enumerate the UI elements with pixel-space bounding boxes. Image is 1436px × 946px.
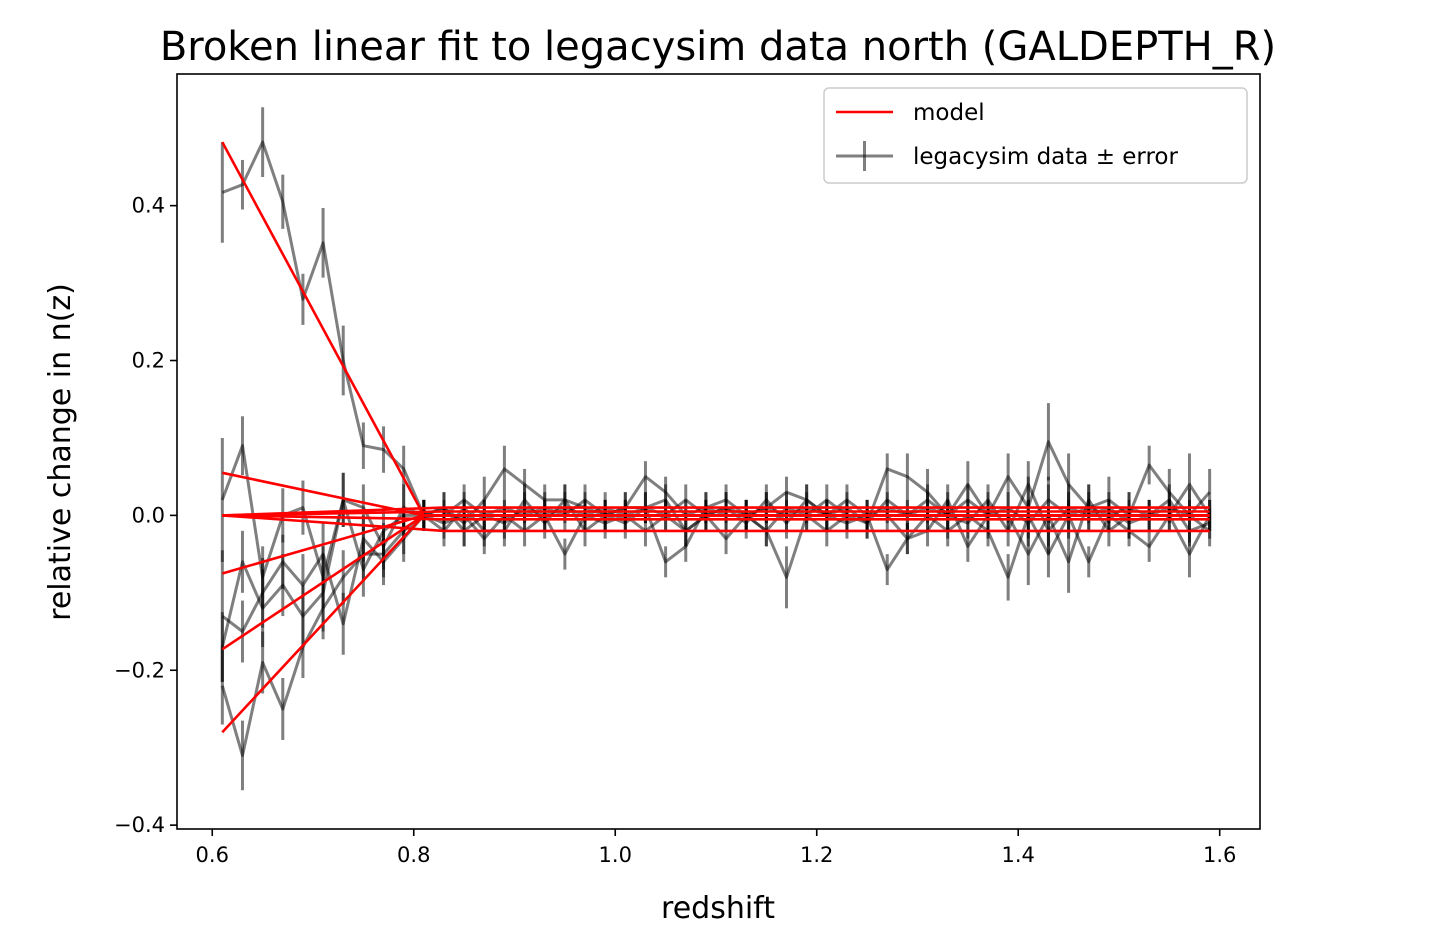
model-line-7 [222, 510, 1210, 517]
y-tick-label: −0.4 [114, 813, 165, 837]
model-lines [221, 141, 1210, 734]
chart-title: Broken linear fit to legacysim data nort… [160, 24, 1276, 70]
data-line-0 [221, 140, 1211, 525]
x-axis-label: redshift [661, 891, 775, 926]
x-tick-label: 1.0 [599, 843, 632, 867]
y-axis: −0.4 −0.2 0.0 0.2 0.4 [114, 194, 177, 837]
x-axis: 0.6 0.8 1.0 1.2 1.4 1.6 [196, 829, 1236, 867]
data-line-2 [221, 513, 1211, 633]
legend-model-label: model [913, 100, 985, 126]
legend-box [823, 87, 1248, 184]
x-tick-label: 1.2 [800, 843, 833, 867]
plot-area [220, 107, 1212, 791]
y-tick-label: 0.2 [132, 349, 165, 373]
y-axis-label: relative change in n(z) [43, 283, 78, 621]
y-tick-label: −0.2 [114, 658, 165, 682]
model-line-4 [221, 514, 1210, 734]
axes-frame [176, 73, 1261, 830]
y-tick-label: 0.4 [132, 194, 165, 218]
model-line-8 [222, 514, 1210, 521]
x-tick-label: 0.6 [196, 843, 229, 867]
model-line-6 [222, 514, 1210, 533]
x-tick-label: 1.4 [1002, 843, 1035, 867]
legend-data-label: legacysim data ± error [913, 144, 1179, 170]
x-tick-label: 0.8 [397, 843, 430, 867]
legend: model legacysim data ± error [823, 87, 1248, 184]
y-tick-label: 0.0 [132, 503, 165, 527]
x-tick-label: 1.6 [1203, 843, 1236, 867]
